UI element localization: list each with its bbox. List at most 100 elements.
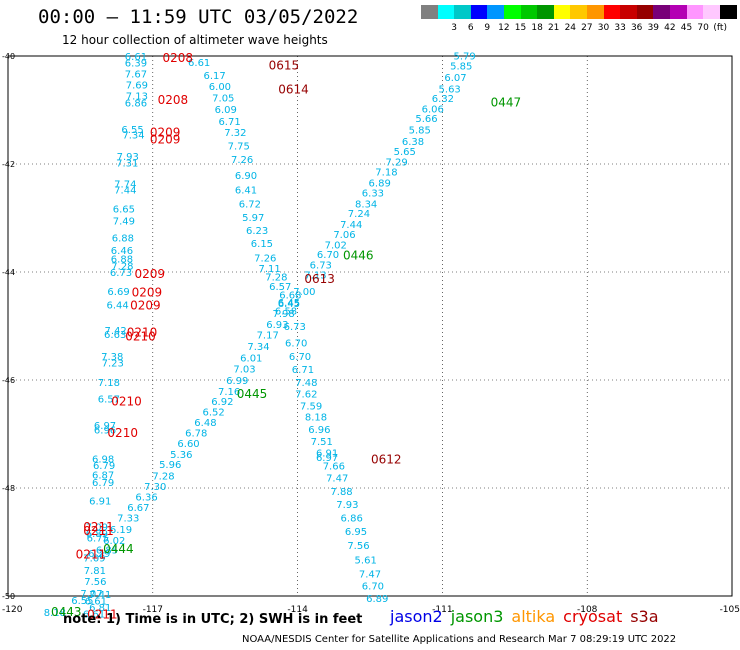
wave-height-value: 8.34	[355, 199, 377, 210]
wave-height-value: 6.73	[310, 260, 332, 271]
latitude-label: -48	[2, 484, 15, 493]
legend-label: 30	[597, 23, 610, 33]
legend-swatch	[670, 5, 687, 19]
wave-height-value: 6.61	[85, 596, 107, 607]
wave-height-value: 6.29	[88, 549, 110, 560]
legend-swatch	[437, 5, 455, 19]
wave-height-value: 7.38	[101, 352, 123, 363]
wave-height-value: 6.23	[246, 226, 268, 237]
pass-time-label: 0613	[304, 272, 335, 286]
pass-time-label: 0443	[51, 605, 82, 619]
wave-height-readings: 6.616.397.677.697.136.866.557.347.937.31…	[44, 51, 476, 620]
pass-time-label: 0444	[103, 542, 134, 556]
pass-time-label: 0208	[158, 93, 189, 107]
wave-height-value: 6.46	[111, 246, 133, 257]
wave-height-value: 7.49	[113, 217, 135, 228]
wave-height-value: 6.09	[215, 105, 237, 116]
wave-height-value: 6.88	[111, 255, 133, 266]
latitude-label: -50	[2, 592, 15, 601]
wave-height-value: 7.11	[259, 264, 281, 275]
wave-height-value: 5.66	[415, 114, 437, 125]
pass-time-label: 0211	[76, 547, 107, 561]
wave-height-value: 6.99	[226, 376, 248, 387]
wave-height-value: 7.07	[80, 589, 102, 600]
wave-height-value: 7.51	[311, 437, 333, 448]
legend-label: 18	[531, 23, 543, 33]
wave-height-value: 6.17	[203, 71, 225, 82]
legend-swatch	[421, 5, 438, 19]
pass-time-label: 0210	[127, 325, 158, 339]
latitude-label: -40	[2, 52, 15, 61]
wave-height-value: 7.67	[125, 69, 147, 80]
longitude-label: -111	[432, 605, 452, 615]
wave-height-value: 6.58	[275, 306, 297, 317]
wave-height-value: 6.61	[83, 609, 105, 620]
wave-height-value: 6.93	[266, 320, 288, 331]
legend-swatch	[553, 5, 571, 19]
pass-time-label: 0614	[278, 82, 309, 96]
wave-height-value: 6.65	[113, 204, 135, 215]
wave-height-value: 5.65	[394, 147, 416, 158]
wave-height-value: 7.59	[300, 401, 322, 412]
wave-height-value: 6.97	[316, 453, 338, 464]
wave-height-value: 7.28	[111, 262, 133, 273]
wave-height-value: 6.19	[110, 525, 132, 536]
wave-height-value: 6.86	[341, 514, 363, 525]
wave-height-value: 5.97	[242, 213, 264, 224]
legend-swatch	[620, 5, 638, 19]
wave-height-value: 7.66	[323, 461, 345, 472]
legend-swatch	[587, 5, 604, 19]
legend-swatch	[537, 5, 555, 19]
wave-height-value: 7.47	[326, 474, 348, 485]
wave-height-value: 5.63	[439, 84, 461, 95]
wave-height-value: 7.88	[330, 487, 352, 498]
wave-height-value: 6.90	[235, 171, 257, 182]
wave-height-value: 5.61	[355, 555, 377, 566]
wave-height-value: 6.38	[402, 137, 424, 148]
wave-height-value: 6.57	[98, 394, 120, 405]
satellite-cryosat: cryosat	[563, 607, 623, 626]
wave-height-value: 6.60	[177, 439, 199, 450]
legend-label: 36	[630, 23, 643, 33]
wave-height-value: 7.28	[265, 272, 287, 283]
pass-time-label: 0211	[83, 520, 114, 534]
legend-swatch	[570, 5, 588, 19]
legend-swatch	[603, 5, 621, 19]
wave-height-value: 6.75	[87, 534, 109, 545]
wave-height-value: 6.69	[107, 287, 129, 298]
wave-height-value: 7.13	[126, 91, 148, 102]
map-grid	[7, 55, 733, 597]
pass-time-label: 0209	[134, 267, 165, 281]
wave-height-value: 7.05	[212, 94, 234, 105]
wave-height-value: 7.44	[114, 185, 136, 196]
wave-height-value: 7.93	[336, 500, 358, 511]
wave-height-value: 5.36	[170, 450, 192, 461]
wave-height-value: 6.86	[125, 98, 147, 109]
wave-height-value: 7.18	[98, 378, 120, 389]
legend-label: 6	[467, 23, 474, 33]
wave-height-value: 6.45	[278, 298, 300, 309]
wave-height-value: 6.06	[422, 104, 444, 115]
wave-height-value: 6.78	[185, 428, 207, 439]
satellite-key: jason2 jason3 altika cryosat s3a	[390, 607, 667, 626]
wave-height-value: 6.48	[194, 418, 216, 429]
wave-height-value: 6.89	[369, 178, 391, 189]
credit-line: NOAA/NESDIS Center for Satellite Applica…	[242, 634, 677, 645]
legend-swatch	[504, 5, 521, 19]
wave-height-value: 6.96	[308, 425, 330, 436]
wave-height-value: 7.34	[122, 130, 144, 141]
wave-height-value: 6.97	[94, 421, 116, 432]
pass-time-label: 0209	[150, 133, 181, 147]
legend-label: 21	[547, 23, 560, 33]
pass-time-label: 0209	[150, 126, 181, 140]
legend-swatch	[636, 5, 654, 19]
wave-height-value: 6.36	[135, 493, 157, 504]
wave-height-value: 6.15	[251, 239, 273, 250]
wave-height-value: 6.70	[289, 352, 311, 363]
wave-height-value: 6.85	[96, 546, 118, 557]
wave-height-value: 6.73	[110, 268, 132, 279]
wave-height-value: 6.68	[279, 291, 301, 302]
wave-height-value: 7.41	[89, 590, 111, 601]
